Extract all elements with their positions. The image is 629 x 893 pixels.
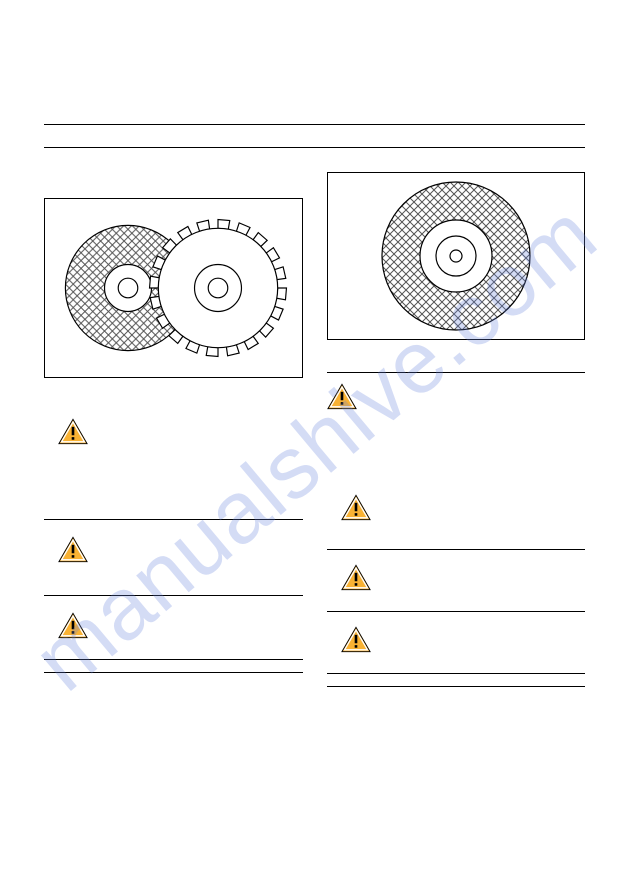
warning-icon	[327, 383, 357, 410]
warning-block-r2	[341, 494, 586, 521]
warning-icon	[341, 494, 371, 521]
two-column-layout	[44, 172, 585, 687]
warning-block-r4	[341, 626, 586, 653]
left-column	[44, 172, 303, 687]
top-rule-1	[44, 124, 585, 125]
right-rule-2	[327, 549, 586, 550]
warning-block-r1	[327, 383, 586, 410]
warning-icon	[341, 626, 371, 653]
left-rule-3b	[44, 672, 303, 673]
left-rule-3a	[44, 659, 303, 660]
warning-icon	[341, 564, 371, 591]
right-column	[327, 172, 586, 687]
figure-left	[44, 198, 303, 378]
right-rule-4b	[327, 686, 586, 687]
left-rule-1	[44, 519, 303, 520]
figure-right	[327, 172, 586, 340]
page-content	[0, 0, 629, 893]
warning-icon	[58, 536, 88, 563]
warning-icon	[58, 612, 88, 639]
right-rule-3	[327, 611, 586, 612]
left-rule-2	[44, 595, 303, 596]
right-rule-4a	[327, 673, 586, 674]
warning-block-3	[58, 612, 303, 639]
warning-block-1	[58, 418, 303, 445]
figure-right-svg	[330, 174, 582, 338]
grinding-wheel-icon	[382, 182, 530, 330]
right-rule-1	[327, 372, 586, 373]
diamond-blade-icon	[150, 220, 287, 357]
warning-block-2	[58, 536, 303, 563]
figure-left-svg	[47, 198, 299, 378]
warning-block-r3	[341, 564, 586, 591]
top-rule-2	[44, 147, 585, 148]
warning-icon	[58, 418, 88, 445]
